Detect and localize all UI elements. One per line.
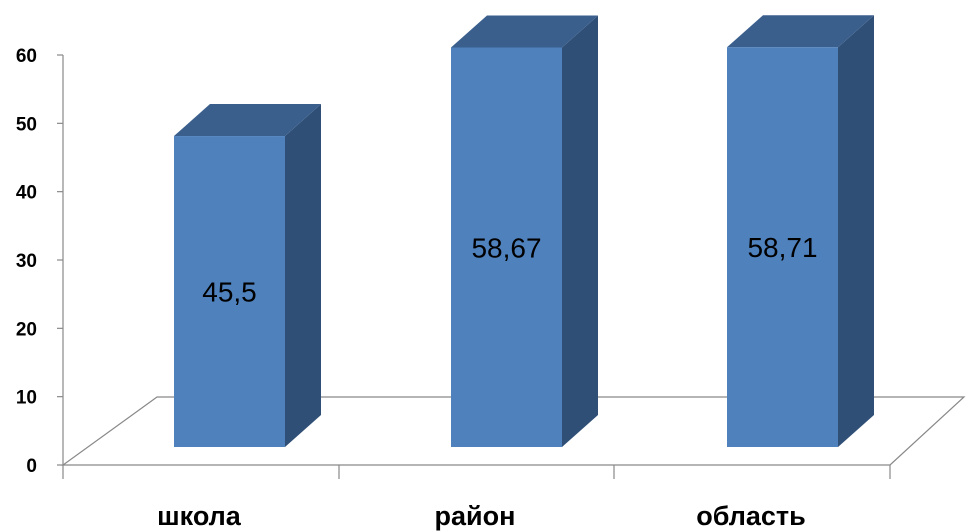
y-tick-label: 50 [16, 114, 37, 135]
bar-side-face [562, 15, 598, 447]
y-tick-label: 30 [16, 251, 37, 272]
y-tick-label: 10 [16, 388, 37, 409]
bar [174, 104, 321, 448]
bar-front-face [174, 136, 285, 448]
bar-top-face [451, 15, 598, 48]
data-label: 45,5 [202, 277, 257, 308]
bar-side-face [285, 104, 321, 448]
y-tick-label: 20 [16, 319, 37, 340]
bar-side-face [838, 15, 874, 448]
bar [451, 15, 598, 447]
bar-front-face [727, 47, 838, 448]
bar [727, 15, 874, 448]
bar-front-face [451, 47, 562, 447]
data-label: 58,67 [471, 232, 541, 263]
bar-top-face [727, 15, 874, 48]
data-label: 58,71 [747, 232, 817, 263]
y-tick-label: 0 [26, 456, 37, 477]
y-tick-label: 40 [16, 183, 37, 204]
y-tick-label: 60 [16, 46, 37, 67]
bar-top-face [174, 104, 321, 137]
x-category-label: школа [157, 501, 242, 531]
x-category-label: область [696, 501, 806, 531]
x-category-label: район [435, 501, 516, 531]
